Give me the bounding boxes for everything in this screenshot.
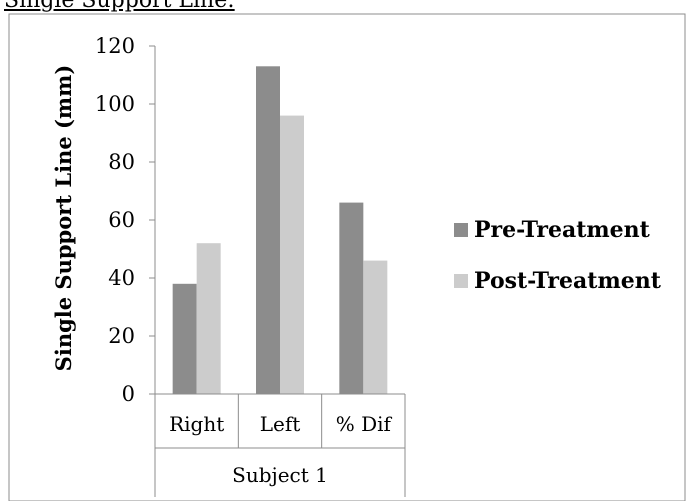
y-tick-label: 20 (108, 324, 135, 348)
x-axis: Right Left % Dif Subject 1 (154, 393, 406, 497)
legend-swatch (454, 223, 468, 237)
bar-pre-treatment-2 (256, 66, 280, 395)
y-tick-label: 60 (108, 208, 135, 232)
x-tick-label: Left (260, 412, 301, 436)
y-axis: 0 20 40 60 80 100 120 (95, 34, 156, 406)
legend-swatch (454, 274, 468, 288)
legend: Pre-Treatment Post-Treatment (454, 217, 662, 294)
x-group-label: Subject 1 (232, 463, 328, 487)
document-heading: Single Support Line: (4, 0, 235, 13)
bar-post-treatment-1 (196, 243, 221, 394)
bar-post-treatment-3 (363, 260, 388, 394)
y-tick-label: 0 (122, 382, 135, 406)
y-tick-label: 80 (108, 150, 135, 174)
x-tick-label: % Dif (336, 412, 393, 436)
bar-post-treatment-2 (280, 115, 304, 394)
y-tick-label: 100 (95, 92, 135, 116)
y-axis-title: Single Support Line (mm) (51, 65, 76, 372)
y-tick-label: 120 (95, 34, 135, 58)
legend-label: Pre-Treatment (474, 217, 651, 243)
y-tick-label: 40 (108, 266, 135, 290)
bar-pre-treatment-3 (339, 202, 364, 394)
bars (172, 66, 388, 395)
x-tick-label: Right (169, 412, 224, 436)
bar-pre-treatment-1 (172, 283, 197, 394)
y-axis-title-group: Single Support Line (mm) (51, 65, 76, 372)
legend-label: Post-Treatment (474, 268, 662, 294)
